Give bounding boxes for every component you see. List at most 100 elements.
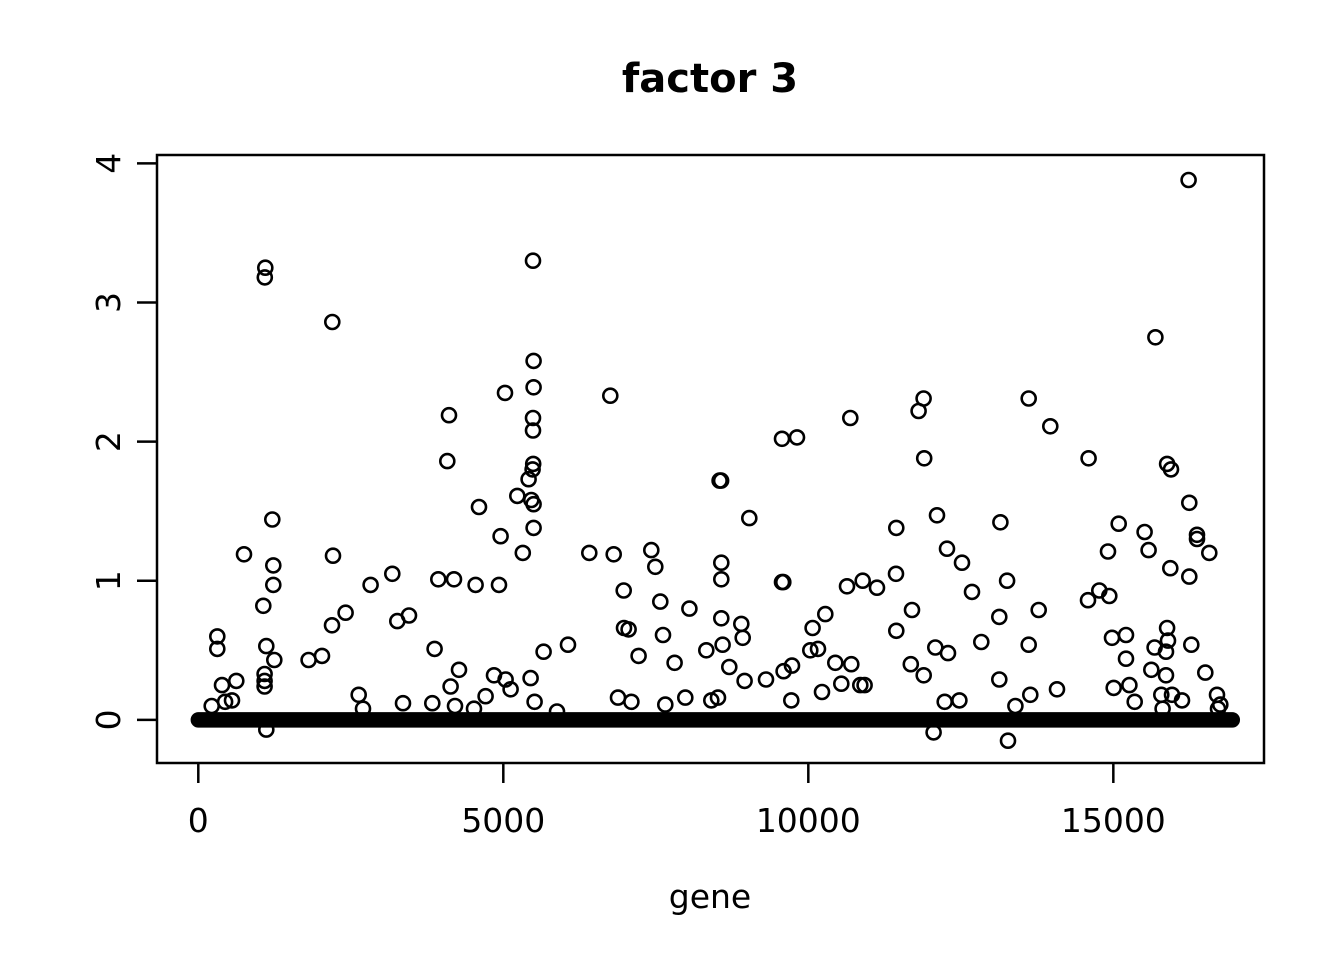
data-point — [522, 669, 539, 687]
data-point — [609, 689, 627, 706]
data-point — [524, 409, 542, 427]
data-point — [842, 655, 860, 673]
data-point — [1103, 629, 1121, 647]
data-point — [1181, 494, 1198, 512]
data-point — [757, 671, 775, 688]
data-point — [832, 675, 850, 693]
data-point — [841, 409, 859, 427]
data-point — [383, 565, 401, 583]
data-point — [203, 697, 220, 715]
data-point — [783, 657, 801, 674]
data-point — [524, 252, 542, 270]
data-point — [502, 680, 519, 698]
y-tick-label: 1 — [89, 570, 128, 591]
data-point — [712, 609, 730, 627]
data-point — [1117, 626, 1135, 644]
x-tick-label: 10000 — [756, 801, 861, 840]
data-point — [438, 452, 456, 470]
data-point — [209, 640, 226, 658]
data-point — [642, 541, 660, 559]
y-tick-label: 0 — [89, 709, 128, 730]
data-point — [732, 615, 750, 633]
data-point — [209, 628, 226, 645]
data-point — [1079, 591, 1097, 609]
data-point — [1181, 568, 1198, 585]
data-point — [264, 557, 282, 574]
data-point — [400, 607, 418, 624]
x-axis: 0 5000 10000 15000 — [188, 763, 1166, 840]
data-point — [903, 601, 921, 619]
data-point — [1158, 619, 1176, 637]
data-point — [580, 544, 598, 562]
data-point — [734, 629, 752, 647]
data-point — [1136, 523, 1153, 541]
data-point — [1197, 664, 1214, 681]
data-point — [525, 352, 542, 370]
data-point — [990, 608, 1008, 626]
data-point — [666, 654, 683, 672]
data-point — [257, 637, 275, 655]
y-tick-label: 3 — [89, 292, 128, 313]
data-point — [938, 540, 956, 558]
data-point — [535, 643, 552, 661]
data-point — [1140, 541, 1157, 559]
data-point — [856, 676, 873, 694]
data-point — [813, 683, 831, 701]
data-point — [548, 703, 566, 720]
data-point — [1183, 636, 1200, 654]
data-point — [887, 519, 905, 537]
data-point — [394, 694, 412, 712]
data-point — [337, 604, 354, 622]
data-point — [998, 572, 1016, 590]
data-point — [953, 554, 971, 572]
data-point — [1020, 636, 1037, 654]
data-point — [1162, 559, 1179, 577]
data-point — [992, 513, 1009, 531]
data-point — [1042, 417, 1059, 435]
data-point — [524, 461, 541, 478]
data-point — [354, 700, 372, 718]
data-point — [426, 640, 443, 658]
data-point — [470, 498, 488, 516]
data-point — [477, 687, 494, 705]
data-point — [630, 647, 647, 665]
data-point — [496, 384, 514, 402]
data-point — [697, 641, 715, 659]
data-point — [1143, 661, 1160, 679]
data-point — [826, 654, 844, 672]
data-point — [508, 487, 526, 505]
data-point — [1007, 697, 1024, 715]
data-point — [902, 655, 920, 673]
data-point — [1162, 461, 1180, 478]
data-point — [362, 576, 379, 594]
data-point — [429, 570, 447, 588]
data-point — [1154, 700, 1171, 718]
data-point — [313, 647, 331, 665]
data-point — [854, 572, 872, 590]
data-point — [1105, 679, 1122, 697]
data-point — [915, 449, 933, 467]
data-point — [525, 378, 542, 396]
x-axis-label: gene — [669, 877, 751, 916]
data-point — [1159, 632, 1177, 649]
data-point — [1080, 449, 1097, 467]
data-point — [887, 622, 905, 640]
data-point — [1126, 693, 1143, 711]
data-point — [1048, 680, 1066, 698]
data-point — [951, 692, 968, 709]
data-point — [1180, 171, 1197, 189]
data-point — [615, 582, 633, 599]
data-point — [1110, 515, 1127, 533]
data-point — [915, 666, 933, 684]
data-point — [254, 597, 272, 615]
x-tick-label: 15000 — [1061, 801, 1166, 840]
data-point — [990, 671, 1008, 688]
data-point — [526, 693, 543, 711]
data-point — [651, 593, 669, 610]
data-point — [559, 636, 577, 654]
data-point — [525, 519, 542, 537]
data-point — [1147, 328, 1164, 346]
data-point — [256, 672, 273, 690]
data-point — [1117, 650, 1135, 668]
